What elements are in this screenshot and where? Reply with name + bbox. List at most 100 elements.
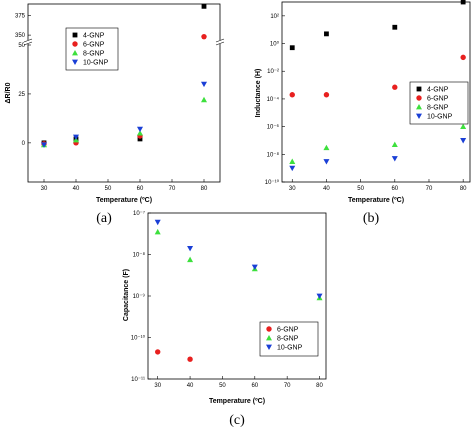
legend-marker-8-gnp	[72, 50, 78, 56]
x-tick-label: 40	[187, 383, 194, 389]
x-tick-label: 50	[357, 186, 364, 192]
panel-c-x-ticks: 30 40 50 60 70 80	[154, 376, 324, 389]
panel-a-data-points	[41, 3, 207, 148]
y-tick-label: 10⁻⁴	[267, 96, 280, 103]
y-tick-label: 350	[15, 33, 26, 39]
legend-label-6-gnp: 6-GNP	[277, 327, 299, 334]
x-tick-label: 80	[316, 383, 323, 389]
legend-marker-8-gnp	[416, 104, 422, 110]
panel-c-xlabel: Temperature (ºC)	[209, 398, 265, 405]
panel-c-data-points	[154, 219, 323, 362]
legend-marker-10-gnp	[72, 59, 78, 65]
x-tick-label: 70	[169, 186, 176, 192]
data-point-4-gnp	[289, 45, 295, 51]
legend-label-10-gnp: 10-GNP	[427, 114, 453, 121]
legend-label-4-gnp: 4-GNP	[83, 33, 105, 40]
data-point-4-gnp	[137, 136, 143, 142]
y-tick-label: 10⁻¹⁰	[131, 335, 146, 342]
data-point-10-gnp	[187, 246, 194, 252]
legend-label-10-gnp: 10-GNP	[277, 345, 303, 352]
y-tick-label: 10⁻⁸	[133, 252, 146, 259]
panel-c-legend: 6-GNP 8-GNP 10-GNP	[259, 321, 319, 357]
data-point-8-gnp	[154, 228, 161, 235]
panel-a-xlabel: Temperature (ºC)	[96, 197, 152, 204]
panel-b-xlabel: Temperature (ºC)	[348, 197, 404, 204]
panel-a-plot-area	[27, 3, 221, 183]
legend-label-4-gnp: 4-GNP	[427, 87, 449, 94]
panel-a-caption: (a)	[96, 211, 112, 226]
y-tick-label: 25	[18, 92, 25, 98]
x-tick-label: 70	[284, 383, 291, 389]
panel-a-legend: 4-GNP 6-GNP 8-GNP 10-GNP	[65, 27, 119, 71]
panel-b-x-ticks: 30 40 50 60 70 80	[289, 179, 467, 192]
data-point-4-gnp	[460, 0, 466, 5]
y-tick-label: 50	[18, 43, 25, 49]
legend-label-8-gnp: 8-GNP	[427, 105, 449, 112]
panel-a-y-ticks: 0 25 50 350 375	[15, 14, 31, 147]
y-tick-label: 10⁻²	[267, 69, 279, 75]
x-tick-label: 50	[219, 383, 226, 389]
y-tick-label: 375	[15, 14, 26, 20]
y-tick-label: 10⁻⁹	[133, 293, 146, 300]
data-point-10-gnp	[316, 293, 323, 299]
data-point-4-gnp	[392, 24, 398, 30]
data-point-8-gnp	[323, 144, 330, 151]
x-tick-label: 60	[137, 186, 144, 192]
panel-c-y-ticks: 10⁻¹¹ 10⁻¹⁰ 10⁻⁹ 10⁻⁸ 10⁻⁷	[131, 210, 151, 383]
data-point-10-gnp	[137, 126, 143, 133]
panel-b-ylabel: Inductance (H)	[255, 69, 262, 118]
data-point-4-gnp	[201, 3, 207, 9]
x-tick-label: 30	[41, 186, 48, 192]
data-point-10-gnp	[251, 264, 258, 270]
legend-label-8-gnp: 8-GNP	[277, 336, 299, 343]
data-point-10-gnp	[201, 81, 207, 88]
data-point-10-gnp	[73, 134, 79, 140]
data-point-8-gnp	[391, 141, 398, 148]
panel-a: ΔR/R0 Temperature (ºC) (a) 30 40 50 60 70 80 …	[5, 3, 225, 226]
legend-marker-6-gnp	[266, 326, 272, 332]
x-tick-label: 30	[289, 186, 296, 192]
y-tick-label: 10⁻¹¹	[131, 377, 145, 383]
y-tick-label: 10⁰	[270, 41, 280, 48]
y-tick-label: 10⁻⁸	[267, 151, 280, 158]
data-point-6-gnp	[323, 92, 330, 98]
panel-a-x-ticks: 30 40 50 60 70 80	[41, 179, 208, 192]
data-point-4-gnp	[324, 31, 329, 37]
x-tick-label: 80	[460, 186, 467, 192]
data-point-10-gnp	[41, 142, 47, 148]
data-point-10-gnp	[460, 138, 467, 144]
y-tick-label: 10⁻⁶	[267, 124, 280, 131]
data-point-10-gnp	[391, 156, 398, 162]
panel-c-ylabel: Capacitance (F)	[123, 269, 130, 321]
panel-b-y-ticks: 10⁻¹⁰ 10⁻⁸ 10⁻⁶ 10⁻⁴ 10⁻² 10⁰ 10²	[265, 14, 285, 186]
x-tick-label: 40	[323, 186, 330, 192]
panel-c: Capacitance (F) Temperature (ºC) (c) 30 4…	[123, 210, 327, 428]
panel-b-caption: (b)	[363, 211, 380, 226]
legend-marker-6-gnp	[416, 95, 422, 101]
data-point-8-gnp	[289, 158, 296, 164]
legend-marker-4-gnp	[416, 86, 422, 92]
data-point-6-gnp	[187, 356, 193, 362]
legend-label-8-gnp: 8-GNP	[83, 51, 105, 58]
x-tick-label: 70	[426, 186, 433, 192]
data-point-10-gnp	[323, 159, 330, 165]
data-point-8-gnp	[187, 256, 194, 263]
data-point-6-gnp	[201, 33, 207, 40]
data-point-6-gnp	[155, 349, 161, 355]
x-tick-label: 40	[73, 186, 80, 192]
panel-a-ylabel: ΔR/R0	[5, 82, 12, 103]
legend-marker-8-gnp	[266, 335, 272, 341]
legend-marker-10-gnp	[266, 344, 272, 350]
panel-b-data-points	[289, 0, 467, 172]
data-point-6-gnp	[392, 84, 398, 90]
data-point-6-gnp	[460, 54, 466, 61]
x-tick-label: 80	[201, 186, 208, 192]
data-point-6-gnp	[289, 92, 295, 98]
panel-a-axis-break	[23, 38, 225, 46]
data-point-10-gnp	[289, 165, 296, 172]
panel-c-caption: (c)	[229, 413, 245, 428]
legend-marker-6-gnp	[72, 41, 78, 47]
y-tick-label: 10⁻¹⁰	[265, 179, 280, 186]
panel-b: Inductance (H) Temperature (ºC) (b) 30 40…	[255, 0, 471, 226]
